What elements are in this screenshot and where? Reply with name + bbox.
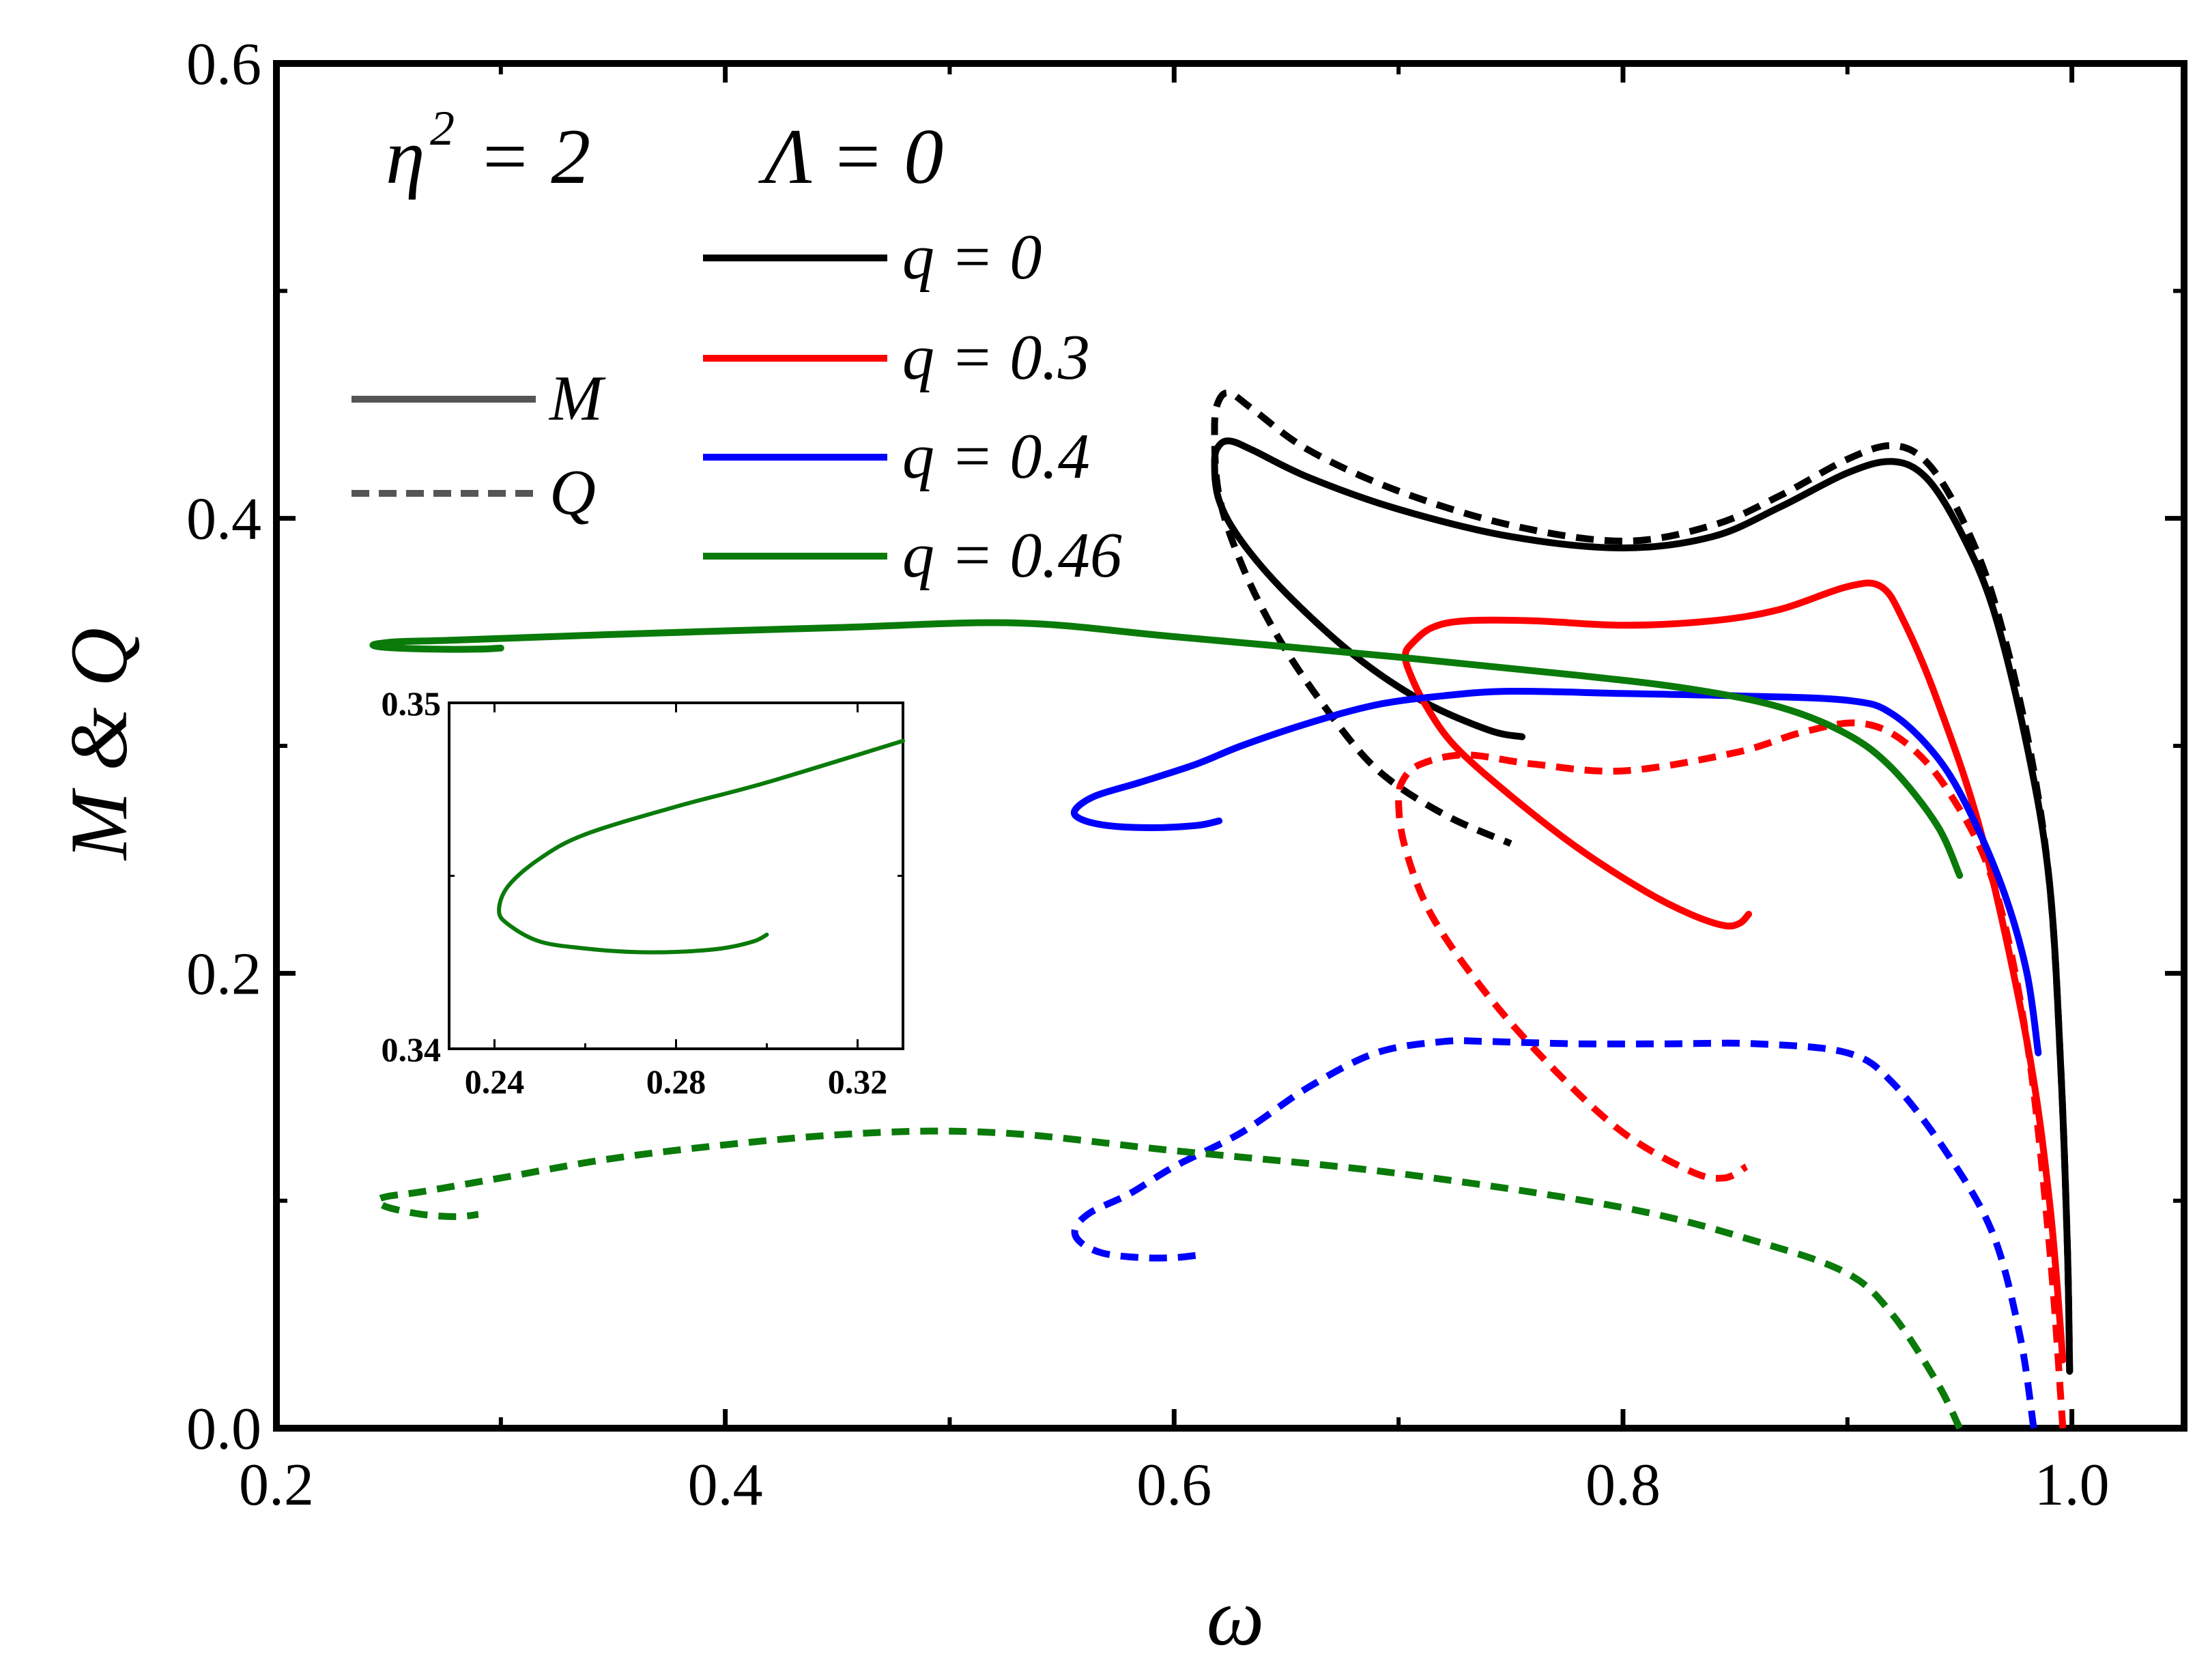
inset-series-m-q046 bbox=[497, 738, 905, 955]
legend-label-q0: q = 0 bbox=[902, 222, 1042, 293]
style-legend-label-q: Q bbox=[549, 457, 596, 528]
inset-y-tick-label: 0.34 bbox=[382, 1030, 442, 1069]
y-tick-label: 0.6 bbox=[186, 31, 261, 98]
inset-y-tick-label: 0.35 bbox=[382, 684, 442, 723]
x-tick-label: 1.0 bbox=[2035, 1452, 2110, 1518]
x-tick-label: 0.2 bbox=[239, 1452, 314, 1518]
y-axis-title: M & Q bbox=[53, 628, 144, 861]
annotation-eta-value: = 2 bbox=[478, 113, 590, 201]
series-q-q04 bbox=[1071, 1037, 2037, 1429]
annotation-eta: η bbox=[386, 113, 425, 201]
legend-label-q046: q = 0.46 bbox=[902, 520, 1122, 591]
y-tick-label: 0.0 bbox=[186, 1396, 261, 1462]
main-series bbox=[369, 389, 2074, 1430]
main-ticks: 0.2 0.4 0.6 0.8 1.00.00.20.40.6 bbox=[186, 31, 2184, 1518]
legend-label-q04: q = 0.4 bbox=[902, 421, 1090, 492]
inset-series bbox=[497, 738, 905, 955]
inset-x-tick-label: 0.32 bbox=[828, 1062, 888, 1101]
series-q-q046 bbox=[374, 1127, 1963, 1430]
y-tick-label: 0.4 bbox=[186, 487, 261, 553]
annotation-eta-exponent: 2 bbox=[430, 101, 455, 156]
series-m-q04 bbox=[1070, 687, 2042, 1056]
series-q-q0 bbox=[1211, 389, 2074, 1372]
inset-ticks: 0.24 0.28 0.32 0.34 0.35 bbox=[382, 684, 903, 1101]
inset-x-tick-label: 0.28 bbox=[646, 1062, 706, 1101]
legend-label-q03: q = 0.3 bbox=[902, 322, 1090, 393]
series-m-q046 bbox=[369, 619, 1964, 879]
color-legend: q = 0 q = 0.3 q = 0.4 q = 0.46 bbox=[703, 222, 1122, 591]
annotation-lambda: Λ = 0 bbox=[758, 113, 943, 201]
x-axis-title: ω bbox=[1207, 1572, 1265, 1662]
inset-chart: 0.24 0.28 0.32 0.34 0.35 bbox=[382, 684, 905, 1101]
y-tick-label: 0.2 bbox=[186, 941, 261, 1007]
x-tick-label: 0.6 bbox=[1136, 1452, 1211, 1518]
x-tick-label: 0.8 bbox=[1586, 1452, 1661, 1518]
style-legend: M Q bbox=[352, 363, 606, 528]
series-m-q0 bbox=[1211, 437, 2074, 1375]
series-m-q03 bbox=[1401, 579, 2067, 1363]
x-tick-label: 0.4 bbox=[688, 1452, 763, 1518]
style-legend-label-m: M bbox=[548, 363, 606, 434]
inset-x-tick-label: 0.24 bbox=[465, 1062, 525, 1101]
series-q-q03 bbox=[1395, 719, 2067, 1429]
